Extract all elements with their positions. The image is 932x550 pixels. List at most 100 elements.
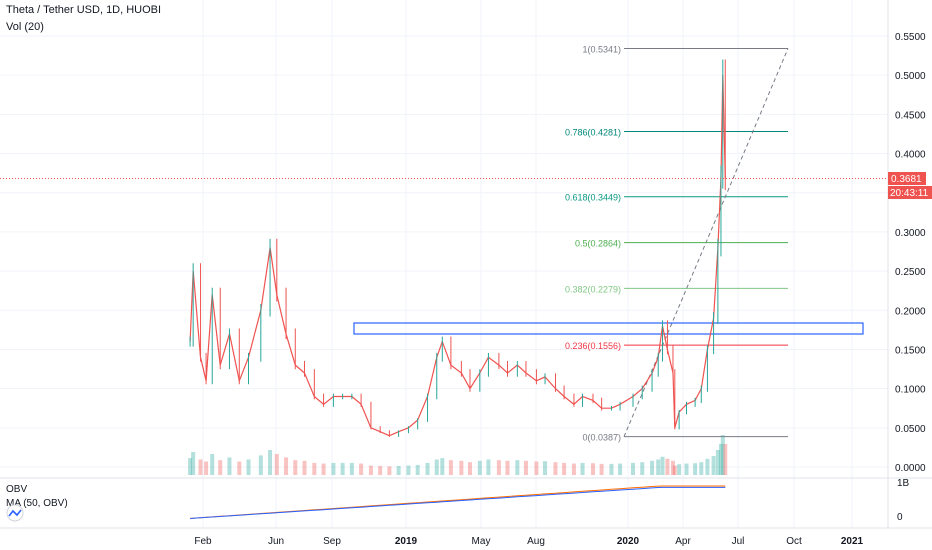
volume-bar (571, 463, 576, 475)
volume-bar (467, 462, 472, 475)
volume-bar (496, 460, 501, 475)
time-axis: Feb Jun Sep 2019 May Aug 2020 Apr Jul Oct 2021 (194, 536, 863, 547)
obv-ma-label: MA (50, OBV) (6, 498, 68, 509)
volume-bar (396, 465, 401, 475)
volume-bar (321, 463, 326, 475)
volume-bar (406, 465, 411, 475)
volume-bar (459, 460, 464, 475)
volume-bar (425, 462, 430, 475)
volume-bar (684, 463, 689, 475)
volume-bar (591, 463, 596, 475)
volume-bar (331, 462, 336, 475)
price-tag-value: 0.3681 (891, 174, 922, 185)
volume-bar (434, 459, 439, 475)
volume-bar (415, 464, 420, 475)
fib-level-label: 0.5(0.2864) (575, 239, 621, 249)
volume-bar (188, 458, 193, 475)
y-tick-label: 0.1000 (895, 385, 926, 396)
x-tick-label: Feb (194, 536, 212, 547)
x-tick-label: Sep (323, 536, 341, 547)
y-tick-label: 0.3000 (895, 228, 926, 239)
volume-bar (359, 463, 364, 475)
volume-bar (543, 461, 548, 475)
volume-bar (258, 455, 263, 475)
y-tick-label: 0.0000 (895, 463, 926, 474)
x-tick-label: 2019 (395, 536, 418, 547)
volume-bars (188, 435, 728, 475)
volume-bar (340, 462, 345, 475)
obv-tick-label: 1B (897, 478, 910, 489)
volume-bar (378, 465, 383, 475)
volume-bar (672, 465, 677, 475)
volume-bar (718, 443, 723, 475)
volume-bar (274, 454, 279, 475)
volume-bar (312, 462, 317, 475)
volume-bar (448, 460, 453, 475)
tv-logo-icon[interactable] (6, 504, 24, 522)
volume-bar (218, 460, 223, 475)
x-tick-label: 2020 (617, 536, 640, 547)
fib-level-label: 0.382(0.2279) (565, 284, 621, 294)
price-tag: 0.3681 20:43:11 (888, 172, 932, 199)
volume-bar (580, 462, 585, 475)
volume-bar (665, 458, 670, 475)
obv-tick-label: 0 (897, 512, 903, 523)
x-tick-label: Aug (527, 536, 545, 547)
volume-bar (677, 464, 682, 475)
volume-bar (293, 460, 298, 475)
volume-bar (387, 466, 392, 475)
y-tick-label: 0.4500 (895, 110, 926, 121)
volume-bar (534, 461, 539, 475)
volume-bar (227, 457, 232, 475)
volume-bar (191, 452, 196, 475)
volume-bar (640, 462, 645, 475)
fib-level-label: 1(0.5341) (582, 44, 621, 54)
volume-bar (477, 460, 482, 475)
volume-bar (618, 463, 623, 475)
volume-label: Vol (20) (6, 21, 44, 33)
volume-bar (204, 461, 209, 475)
obv-ma-line (190, 486, 726, 519)
resistance-box-rect (353, 322, 864, 335)
volume-bar (723, 443, 728, 475)
volume-bar (268, 449, 273, 475)
volume-bar (711, 456, 716, 475)
y-tick-label: 0.0500 (895, 424, 926, 435)
volume-bar (246, 459, 251, 475)
volume-bar (440, 458, 445, 475)
volume-bar (237, 461, 242, 475)
volume-bar (599, 463, 604, 475)
resistance-box[interactable] (353, 322, 864, 335)
fib-level-label: 0.618(0.3449) (565, 193, 621, 203)
volume-bar (523, 460, 528, 475)
volume-bar (670, 460, 675, 475)
volume-bar (630, 462, 635, 475)
volume-bar (198, 459, 203, 475)
y-tick-label: 0.2500 (895, 267, 926, 278)
chart-title: Theta / Tether USD, 1D, HUOBI (6, 4, 161, 16)
y-tick-label: 0.5000 (895, 71, 926, 82)
volume-bar (705, 458, 710, 475)
volume-bar (210, 454, 215, 475)
x-tick-label: 2021 (841, 536, 864, 547)
fib-level-label: 0(0.0387) (582, 433, 621, 443)
volume-bar (715, 449, 720, 475)
volume-bar (368, 465, 373, 475)
x-tick-label: Jul (732, 536, 745, 547)
volume-bar (656, 459, 661, 475)
volume-bar (505, 460, 510, 475)
obv-label: OBV (6, 484, 27, 495)
y-tick-label: 0.1500 (895, 345, 926, 356)
volume-bar (562, 462, 567, 475)
volume-bar (553, 462, 558, 475)
volume-bar (349, 462, 354, 475)
y-tick-label: 0.2000 (895, 306, 926, 317)
volume-bar (284, 457, 289, 475)
volume-bar (609, 463, 614, 475)
volume-bar (693, 463, 698, 475)
grid (0, 0, 888, 528)
volume-bar (650, 460, 655, 475)
volume-bar (660, 456, 665, 475)
y-tick-label: 0.5500 (895, 32, 926, 43)
